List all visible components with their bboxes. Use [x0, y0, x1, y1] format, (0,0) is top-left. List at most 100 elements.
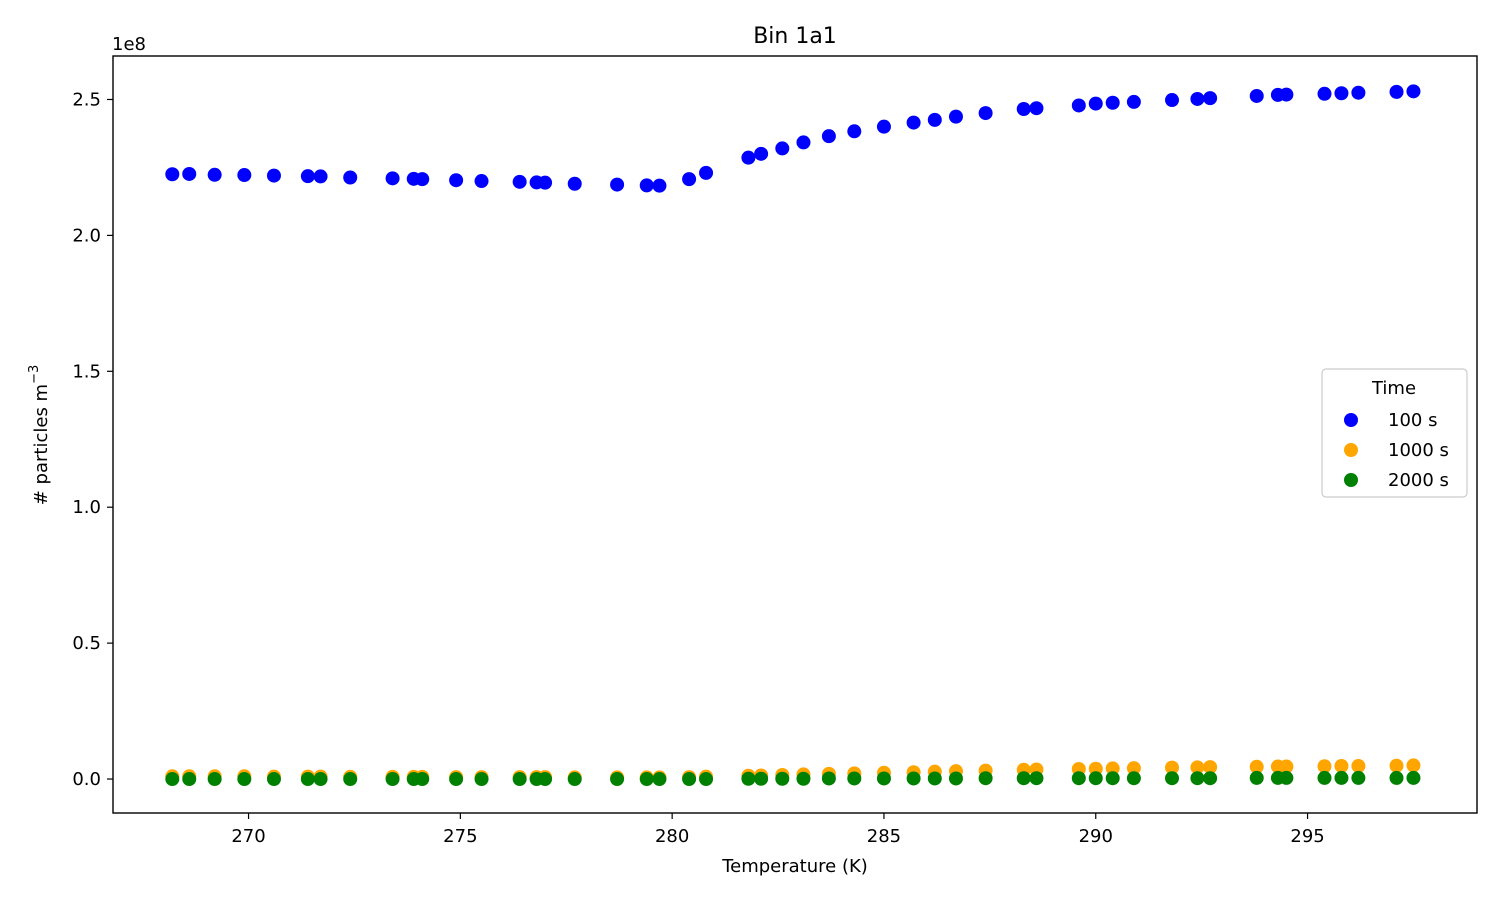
- data-point: [512, 174, 527, 189]
- data-point: [754, 146, 769, 161]
- data-point: [1279, 770, 1294, 785]
- data-point: [1016, 102, 1031, 117]
- data-point: [1317, 759, 1332, 774]
- legend-marker: [1344, 443, 1358, 457]
- data-point: [741, 150, 756, 165]
- data-point: [237, 168, 252, 183]
- x-tick-label: 275: [443, 826, 477, 847]
- data-point: [1389, 84, 1404, 99]
- data-point: [1334, 86, 1349, 101]
- data-point: [796, 771, 811, 786]
- data-point: [182, 772, 197, 787]
- data-point: [1016, 771, 1031, 786]
- data-point: [449, 173, 464, 188]
- x-tick-label: 280: [655, 826, 689, 847]
- data-point: [1334, 770, 1349, 785]
- data-point: [948, 109, 963, 124]
- data-point: [796, 135, 811, 150]
- legend-marker: [1344, 473, 1358, 487]
- data-point: [821, 771, 836, 786]
- data-point: [385, 772, 400, 787]
- data-point: [1071, 98, 1086, 113]
- data-point: [682, 172, 697, 187]
- data-point: [876, 119, 891, 134]
- data-point: [978, 771, 993, 786]
- series-2000-s: [165, 770, 1421, 787]
- data-point: [1389, 770, 1404, 785]
- data-point: [1203, 91, 1218, 106]
- y-axis-label: # particles m−3: [27, 365, 52, 506]
- data-point: [741, 771, 756, 786]
- data-point: [165, 167, 180, 182]
- x-axis-label: Temperature (K): [721, 856, 868, 877]
- y-axis-label-main: # particles m: [31, 384, 52, 505]
- data-point: [385, 171, 400, 186]
- data-point: [1105, 95, 1120, 110]
- y-tick-label: 0.0: [72, 769, 101, 790]
- data-point: [182, 166, 197, 181]
- y-tick-label: 0.5: [72, 633, 101, 654]
- data-point: [754, 771, 769, 786]
- data-point: [821, 129, 836, 144]
- data-point: [300, 169, 315, 184]
- axis-ticks: 270 275 280 285 290 295 0.0 0.5 1.0 1.5 2.0 2.5: [72, 89, 1324, 847]
- legend-entry-label: 2000 s: [1388, 470, 1449, 491]
- legend-entry-label: 100 s: [1388, 410, 1437, 431]
- x-tick-label: 285: [867, 826, 901, 847]
- data-point: [1165, 771, 1180, 786]
- legend-entry-label: 1000 s: [1388, 440, 1449, 461]
- data-point: [1088, 771, 1103, 786]
- data-point: [906, 771, 921, 786]
- legend: Time 100 s 1000 s 2000 s: [1321, 368, 1468, 498]
- data-point: [1165, 760, 1180, 775]
- data-point: [1279, 759, 1294, 774]
- data-point: [699, 165, 714, 180]
- data-point: [266, 772, 281, 787]
- y-tick-label: 2.0: [72, 225, 101, 246]
- data-point: [1190, 771, 1205, 786]
- data-point: [1165, 93, 1180, 108]
- data-point: [1317, 770, 1332, 785]
- data-point: [1105, 771, 1120, 786]
- data-point: [775, 771, 790, 786]
- data-point: [237, 772, 252, 787]
- data-point: [639, 772, 654, 787]
- data-point: [1406, 758, 1421, 773]
- data-point: [474, 174, 489, 189]
- x-tick-label: 295: [1290, 826, 1324, 847]
- y-tick-label: 1.0: [72, 497, 101, 518]
- legend-marker: [1344, 413, 1358, 427]
- data-point: [567, 772, 582, 787]
- data-point: [343, 772, 358, 787]
- data-point: [1190, 91, 1205, 106]
- legend-title: Time: [1371, 378, 1416, 399]
- data-point: [1351, 758, 1366, 773]
- data-point: [1249, 770, 1264, 785]
- data-point: [512, 772, 527, 787]
- data-point: [699, 772, 714, 787]
- data-point: [847, 124, 862, 139]
- data-point: [1088, 96, 1103, 111]
- data-point: [1126, 94, 1141, 109]
- y-tick-label: 1.5: [72, 361, 101, 382]
- data-point: [567, 176, 582, 191]
- data-point: [538, 175, 553, 190]
- data-point: [1203, 760, 1218, 775]
- data-points: [165, 84, 1421, 787]
- data-point: [1317, 86, 1332, 101]
- data-point: [1029, 101, 1044, 116]
- data-point: [1126, 771, 1141, 786]
- data-point: [538, 772, 553, 787]
- data-point: [1190, 760, 1205, 775]
- data-point: [682, 772, 697, 787]
- data-point: [1249, 88, 1264, 103]
- data-point: [1351, 85, 1366, 100]
- data-point: [1406, 84, 1421, 99]
- data-point: [313, 772, 328, 787]
- data-point: [927, 112, 942, 127]
- data-point: [1334, 758, 1349, 773]
- data-point: [313, 169, 328, 184]
- data-point: [1406, 770, 1421, 785]
- data-point: [415, 172, 430, 187]
